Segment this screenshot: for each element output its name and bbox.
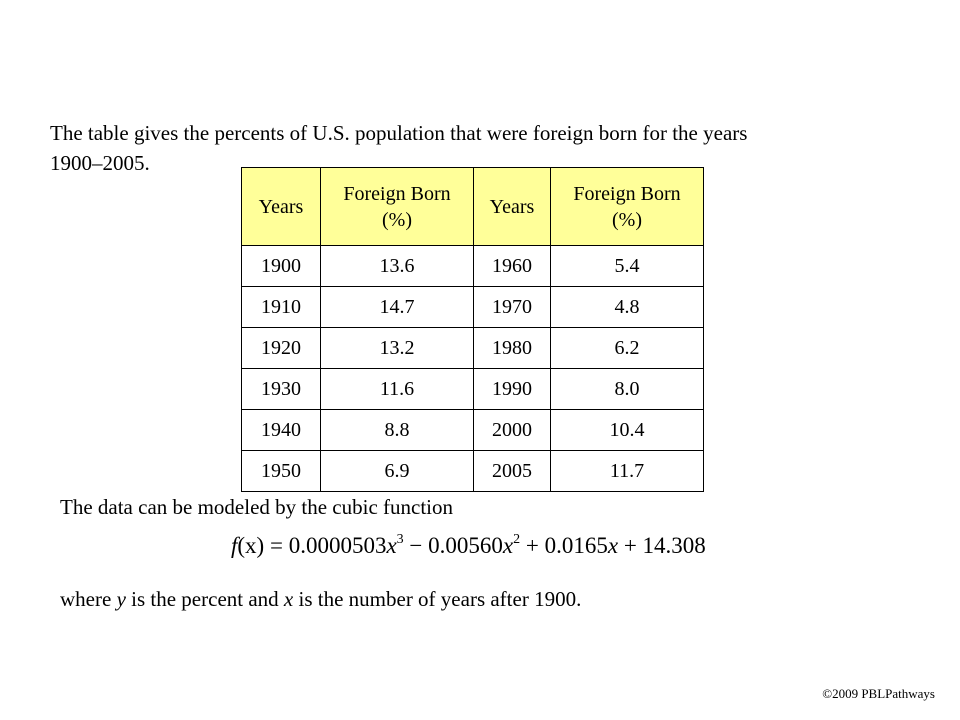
table-cell: 2005 — [473, 450, 551, 492]
table-row: 1900 13.6 1960 5.4 — [241, 245, 704, 287]
table-row: 1950 6.9 2005 11.7 — [241, 450, 704, 492]
cubic-formula: f(x) = 0.0000503x3 − 0.00560x2 + 0.0165x… — [231, 532, 706, 559]
table-cell: 1990 — [473, 368, 551, 410]
table-cell: 2000 — [473, 409, 551, 451]
table-row: 1920 13.2 1980 6.2 — [241, 327, 704, 369]
table-cell: 11.7 — [550, 450, 704, 492]
table-cell: 6.9 — [320, 450, 474, 492]
intro-paragraph: The table gives the percents of U.S. pop… — [50, 118, 910, 178]
table-cell: 14.7 — [320, 286, 474, 328]
table-header-row: Years Foreign Born (%) Years Foreign Born… — [241, 167, 704, 246]
variable-definitions: where y is the percent and x is the numb… — [60, 587, 582, 611]
table-row: 1940 8.8 2000 10.4 — [241, 409, 704, 451]
table-cell: 1970 — [473, 286, 551, 328]
table-cell: 1940 — [241, 409, 321, 451]
var-x: x — [283, 587, 294, 611]
table-cell: 13.6 — [320, 245, 474, 287]
table-cell: 6.2 — [550, 327, 704, 369]
header-years-1: Years — [241, 167, 321, 246]
table-cell: 8.8 — [320, 409, 474, 451]
table-cell: 1900 — [241, 245, 321, 287]
table-cell: 1960 — [473, 245, 551, 287]
table-cell: 1980 — [473, 327, 551, 369]
header-years-2: Years — [473, 167, 551, 246]
table-cell: 1930 — [241, 368, 321, 410]
copyright-notice: ©2009 PBLPathways — [822, 686, 935, 701]
table-cell: 5.4 — [550, 245, 704, 287]
table-cell: 8.0 — [550, 368, 704, 410]
intro-line-1: The table gives the percents of U.S. pop… — [50, 121, 748, 145]
table-cell: 1950 — [241, 450, 321, 492]
intro-line-2: 1900–2005. — [50, 151, 150, 175]
table-row: 1910 14.7 1970 4.8 — [241, 286, 704, 328]
table-cell: 10.4 — [550, 409, 704, 451]
var-y: y — [116, 587, 126, 611]
header-foreign-born-2: Foreign Born (%) — [550, 167, 704, 246]
model-description: The data can be modeled by the cubic fun… — [60, 495, 454, 519]
foreign-born-table: Years Foreign Born (%) Years Foreign Born… — [241, 167, 704, 492]
table-body: 1900 13.6 1960 5.4 1910 14.7 1970 4.8 19… — [241, 245, 704, 492]
table-row: 1930 11.6 1990 8.0 — [241, 368, 704, 410]
table-cell: 11.6 — [320, 368, 474, 410]
table-cell: 13.2 — [320, 327, 474, 369]
header-foreign-born-1: Foreign Born (%) — [320, 167, 474, 246]
table-cell: 1910 — [241, 286, 321, 328]
table-cell: 1920 — [241, 327, 321, 369]
table-cell: 4.8 — [550, 286, 704, 328]
